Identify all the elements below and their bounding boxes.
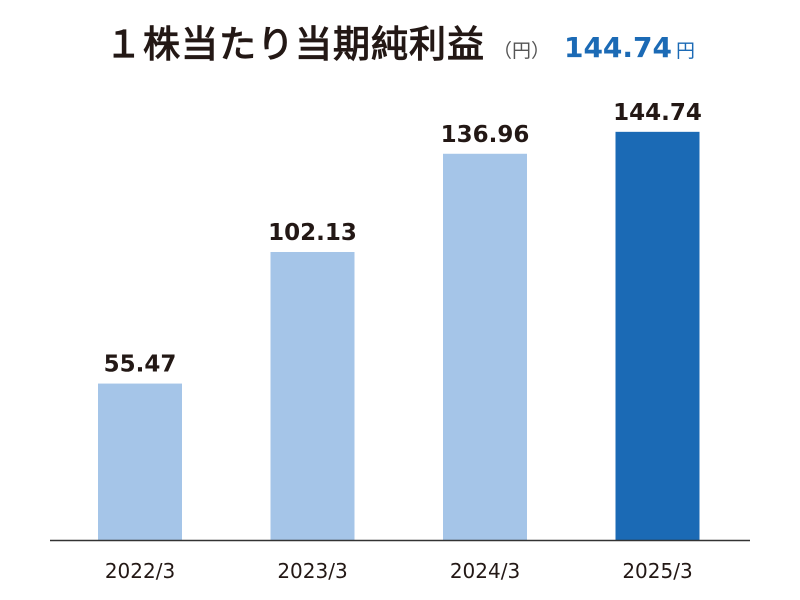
headline-unit: 円 bbox=[676, 40, 696, 62]
value-label: 55.47 bbox=[104, 352, 177, 378]
category-label: 2023/3 bbox=[277, 559, 347, 583]
category-label: 2022/3 bbox=[105, 559, 175, 583]
category-label: 2024/3 bbox=[450, 559, 520, 583]
bar-2023-3 bbox=[270, 251, 355, 540]
headline-value: 144.74 bbox=[563, 31, 673, 64]
bar-2024-3 bbox=[443, 153, 527, 540]
value-label: 102.13 bbox=[268, 220, 357, 246]
chart-header: １株当たり当期純利益 （円） 144.74 円 bbox=[0, 14, 800, 74]
bar-2022-3 bbox=[98, 383, 182, 540]
chart-title: １株当たり当期純利益 bbox=[104, 23, 485, 66]
value-label: 136.96 bbox=[441, 122, 530, 148]
value-label: 144.74 bbox=[613, 100, 702, 126]
category-label: 2025/3 bbox=[622, 559, 692, 583]
bar-2025-3 bbox=[615, 131, 700, 541]
unit-label: （円） bbox=[492, 40, 550, 62]
